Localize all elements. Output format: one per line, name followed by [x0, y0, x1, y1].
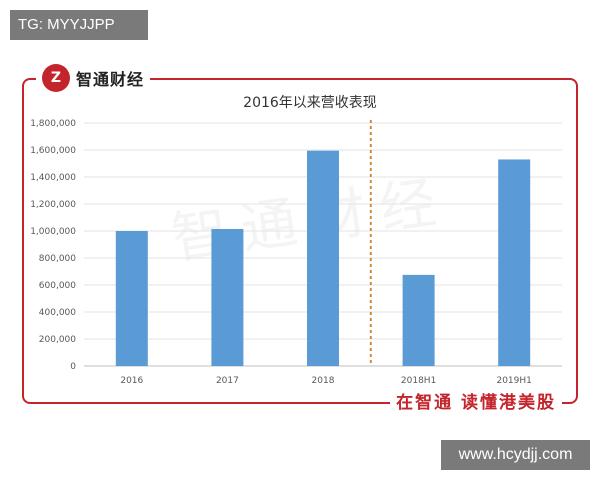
bar-2018	[307, 150, 339, 366]
y-tick-label: 800,000	[39, 254, 76, 264]
y-tick-label: 200,000	[39, 335, 76, 345]
chart-frame	[22, 78, 578, 404]
bars	[115, 150, 531, 366]
bar-2019H1	[498, 159, 531, 366]
y-tick-label: 1,000,000	[30, 227, 76, 237]
x-tick-label: 2016	[120, 376, 143, 386]
brand-slogan: 在智通 读懂港美股	[390, 390, 562, 416]
site-banner: www.hcydjj.com	[441, 440, 590, 470]
x-axis-ticks: 2016 2017 2018 2018H1 2019H1	[120, 376, 532, 386]
x-tick-label: 2018H1	[401, 376, 436, 386]
y-tick-label: 1,400,000	[30, 173, 76, 183]
chart-title: 2016年以来营收表现	[243, 95, 377, 111]
y-tick-label: 400,000	[39, 308, 76, 318]
bar-2018H1	[402, 274, 435, 366]
y-axis-ticks: 0 200,000 400,000 600,000 800,000 1,000,000 1,…	[30, 119, 76, 372]
y-tick-label: 1,600,000	[30, 146, 76, 156]
y-tick-label: 1,200,000	[30, 200, 76, 210]
y-tick-label: 1,800,000	[30, 119, 76, 129]
x-tick-label: 2018	[312, 376, 335, 386]
y-tick-label: 0	[70, 362, 76, 372]
x-tick-label: 2017	[216, 376, 239, 386]
brand-name: 智通财经	[76, 70, 145, 89]
bar-2016	[115, 231, 148, 366]
brand-logo-icon: Z	[42, 64, 70, 92]
bar-2017	[211, 228, 244, 366]
y-tick-label: 600,000	[39, 281, 76, 291]
brand-header: Z 智通财经	[36, 63, 151, 93]
x-tick-label: 2019H1	[496, 376, 531, 386]
tg-banner: TG: MYYJJPP	[10, 10, 148, 40]
